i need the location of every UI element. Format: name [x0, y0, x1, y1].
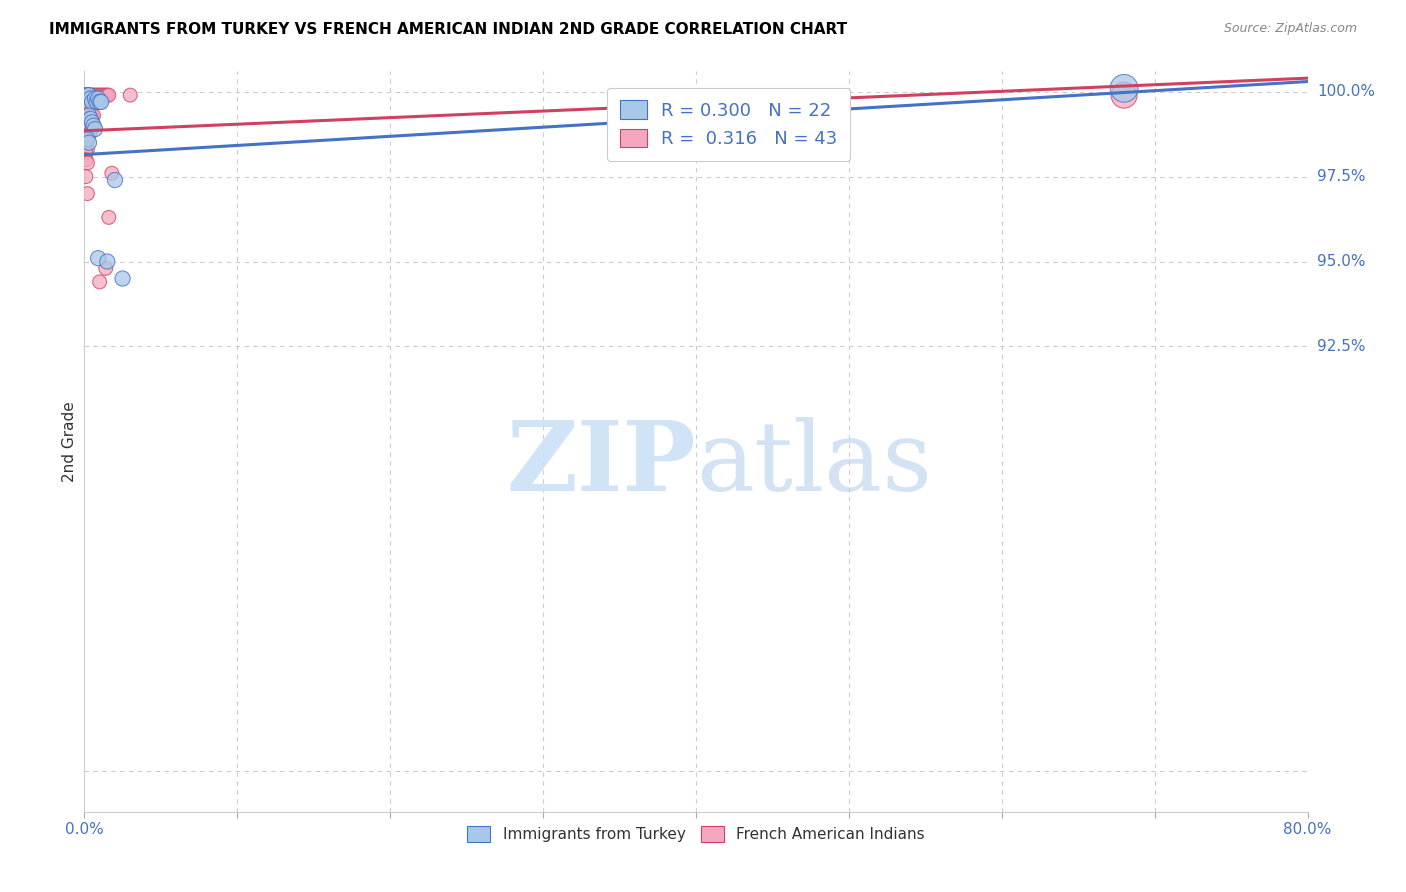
- Point: [77, 88, 100, 103]
- Point: [97, 88, 120, 103]
- Point: [83, 108, 105, 122]
- Point: [76, 143, 98, 157]
- Point: [91, 88, 114, 103]
- Point: [79, 91, 101, 105]
- Point: [80, 108, 103, 122]
- Point: [90, 95, 112, 109]
- Point: [87, 91, 110, 105]
- Point: [83, 88, 105, 103]
- Point: [89, 88, 111, 103]
- Point: [76, 156, 98, 170]
- Point: [104, 173, 127, 187]
- Point: [79, 126, 101, 140]
- Point: [77, 122, 100, 136]
- Text: 100.0%: 100.0%: [1317, 84, 1375, 99]
- Point: [76, 119, 98, 133]
- Point: [89, 95, 111, 109]
- Text: IMMIGRANTS FROM TURKEY VS FRENCH AMERICAN INDIAN 2ND GRADE CORRELATION CHART: IMMIGRANTS FROM TURKEY VS FRENCH AMERICA…: [49, 22, 848, 37]
- Point: [90, 88, 112, 103]
- Point: [79, 112, 101, 126]
- Point: [83, 119, 105, 133]
- Point: [75, 88, 97, 103]
- Point: [93, 88, 115, 103]
- Point: [76, 88, 98, 103]
- Point: [89, 275, 111, 289]
- Point: [96, 88, 118, 103]
- Point: [120, 88, 142, 103]
- Point: [87, 251, 110, 265]
- Point: [1114, 81, 1136, 95]
- Text: ZIP: ZIP: [506, 417, 696, 511]
- Point: [94, 88, 117, 103]
- Point: [97, 211, 120, 225]
- Point: [84, 88, 107, 103]
- Point: [94, 261, 117, 276]
- Point: [75, 145, 97, 160]
- Text: 95.0%: 95.0%: [1317, 254, 1365, 269]
- Point: [76, 186, 98, 201]
- Text: atlas: atlas: [696, 417, 932, 511]
- Point: [86, 88, 108, 103]
- Point: [79, 88, 101, 103]
- Point: [96, 254, 118, 268]
- Point: [77, 88, 100, 103]
- Point: [80, 95, 103, 109]
- Point: [75, 88, 97, 103]
- Point: [76, 88, 98, 103]
- Point: [87, 88, 110, 103]
- Point: [77, 108, 100, 122]
- Point: [75, 115, 97, 129]
- Point: [79, 105, 101, 120]
- Point: [86, 95, 108, 109]
- Point: [80, 88, 103, 103]
- Point: [1114, 88, 1136, 103]
- Point: [75, 136, 97, 150]
- Text: Source: ZipAtlas.com: Source: ZipAtlas.com: [1223, 22, 1357, 36]
- Point: [75, 169, 97, 184]
- Point: [76, 88, 98, 103]
- Point: [80, 115, 103, 129]
- Point: [75, 128, 97, 143]
- Point: [77, 136, 100, 150]
- Point: [111, 271, 134, 285]
- Text: 97.5%: 97.5%: [1317, 169, 1365, 184]
- Y-axis label: 2nd Grade: 2nd Grade: [62, 401, 77, 482]
- Point: [101, 166, 124, 180]
- Point: [77, 88, 100, 103]
- Text: 92.5%: 92.5%: [1317, 339, 1365, 354]
- Point: [76, 132, 98, 146]
- Point: [84, 91, 107, 105]
- Point: [84, 122, 107, 136]
- Point: [76, 132, 98, 146]
- Legend: Immigrants from Turkey, French American Indians: Immigrants from Turkey, French American …: [461, 821, 931, 848]
- Point: [77, 102, 100, 116]
- Point: [75, 95, 97, 109]
- Point: [76, 98, 98, 112]
- Point: [75, 153, 97, 167]
